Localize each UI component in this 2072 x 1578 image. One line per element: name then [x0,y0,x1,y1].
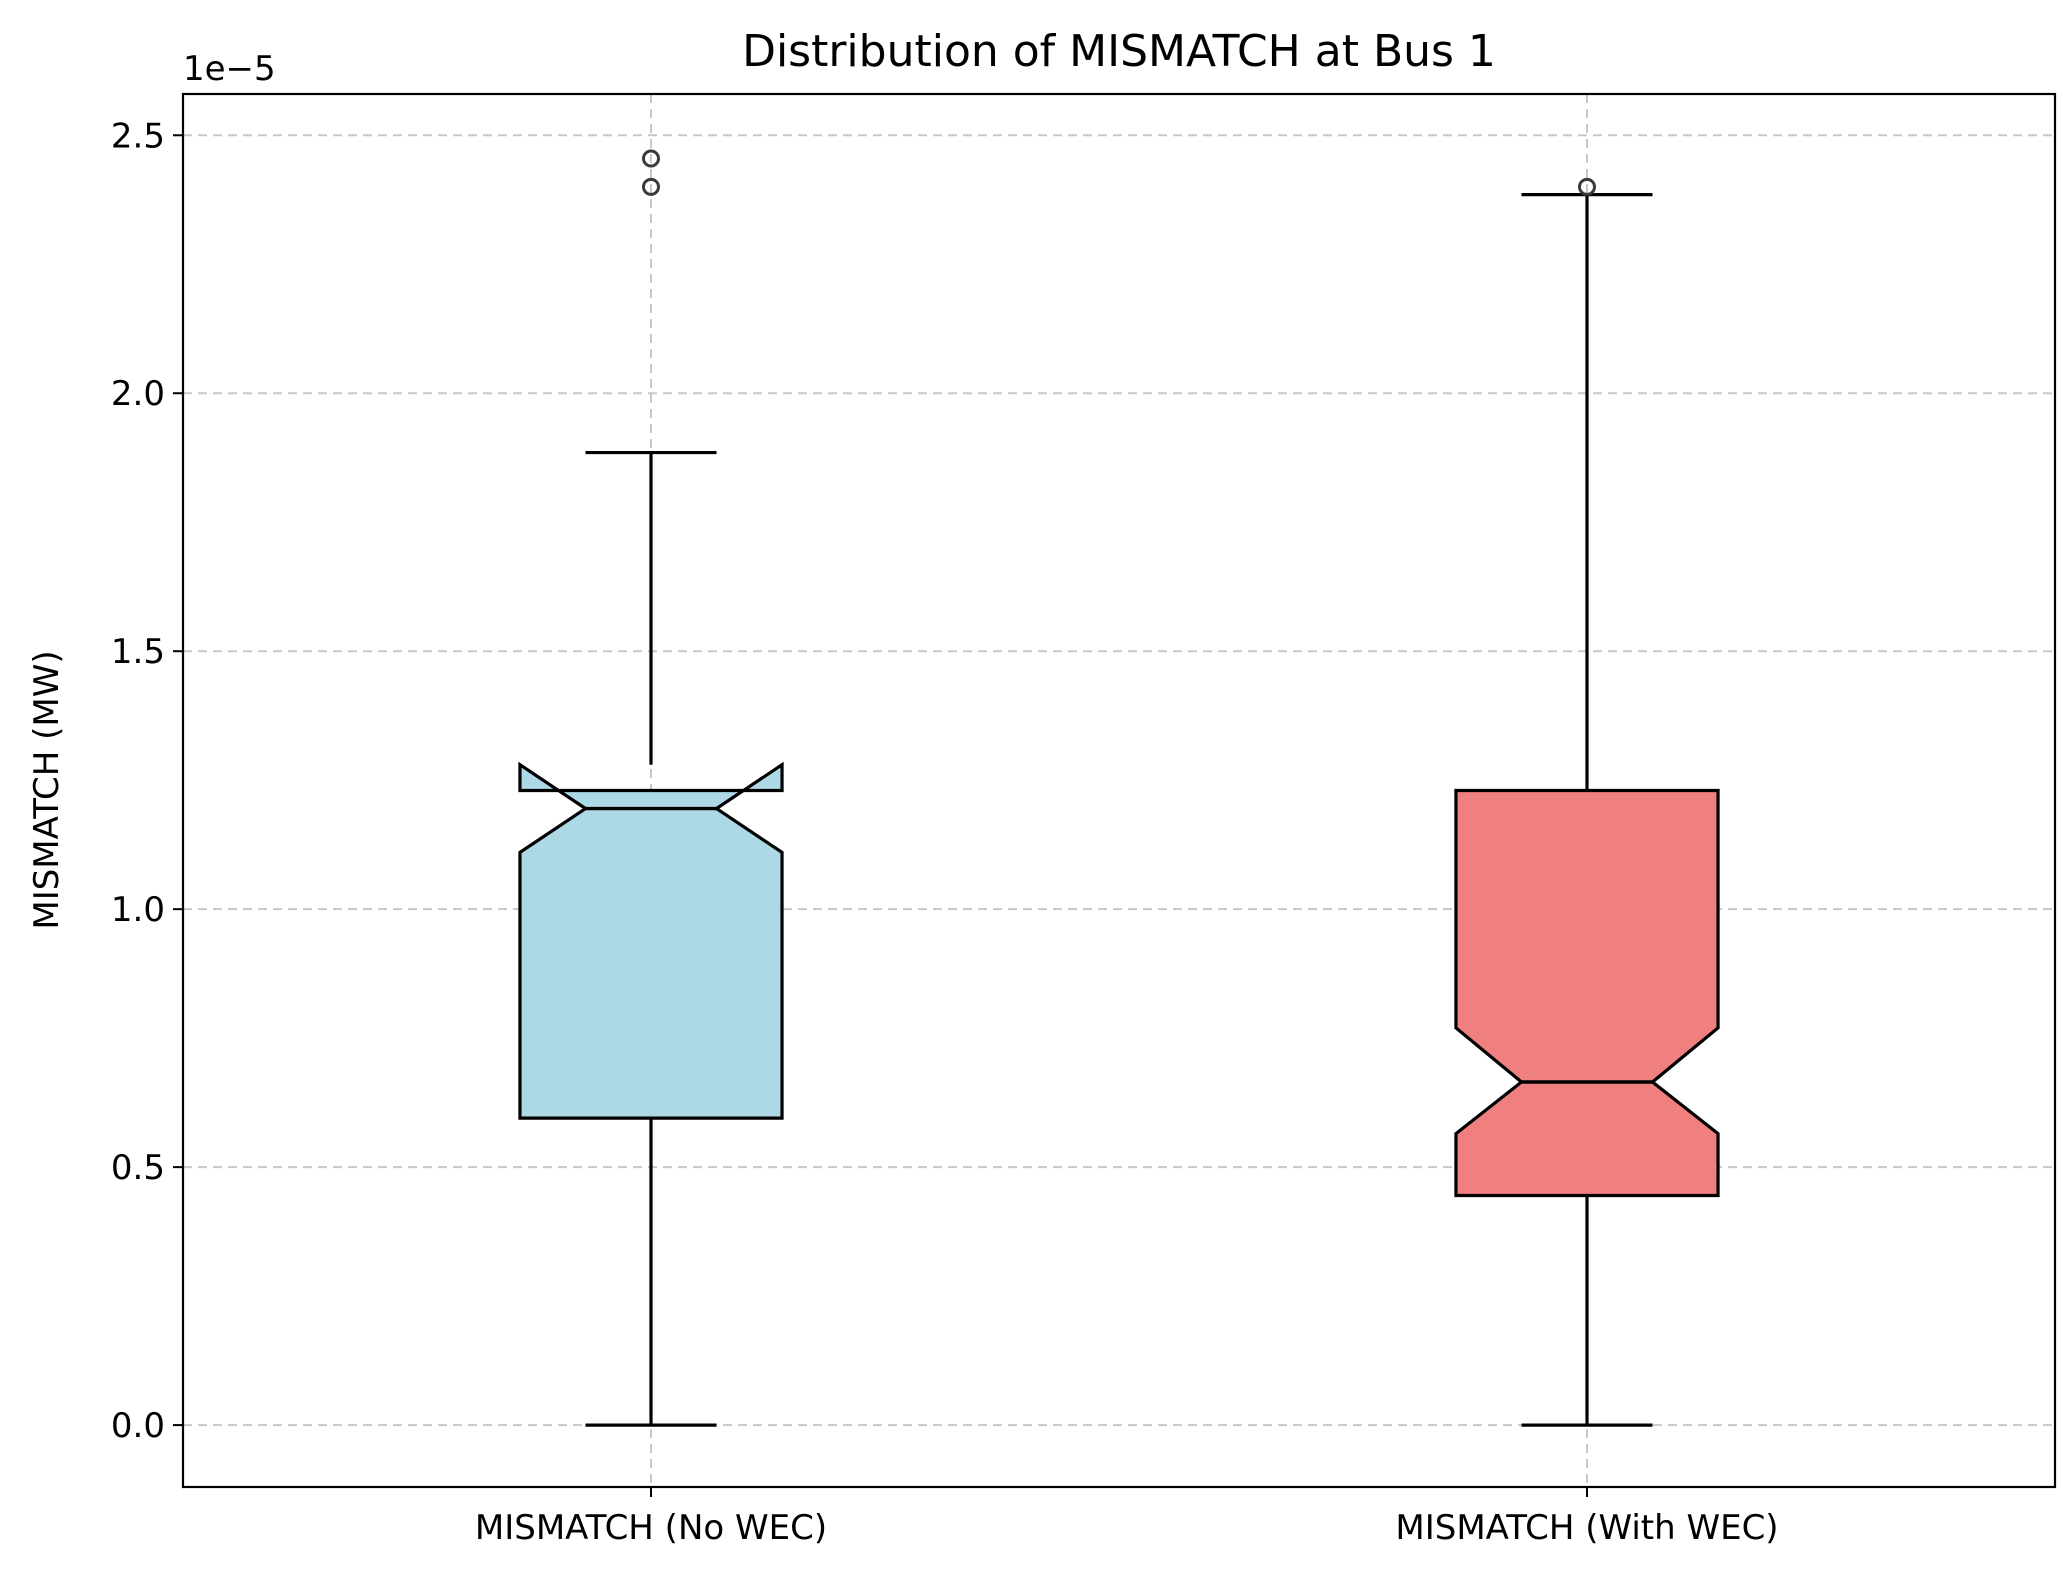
y-tick-label: 1.0 [111,890,165,930]
y-tick-label: 0.0 [111,1406,165,1446]
chart-title: Distribution of MISMATCH at Bus 1 [742,26,1496,77]
box-body [518,761,784,1120]
axis-ticks: 0.0 0.5 1.0 1.5 2.0 2.5 MISMATCH (No WEC) MISMA… [111,116,1779,1548]
y-tick-label: 1.5 [111,632,165,672]
box-2 [1454,177,1720,1427]
y-tick-label: 0.5 [111,1148,165,1188]
x-tick-label: MISMATCH (No WEC) [475,1508,827,1548]
outlier-point [642,149,660,168]
y-axis-label: MISMATCH (MW) [27,650,67,929]
box-body [1454,788,1720,1198]
y-tick-label: 2.0 [111,374,165,414]
plot-frame [181,92,2057,1489]
box-1 [518,149,784,1427]
outlier-point [1578,177,1596,196]
grid [183,94,2055,1487]
y-offset-text: 1e−5 [183,49,276,89]
outlier-point [642,177,660,196]
x-tick-label: MISMATCH (With WEC) [1395,1508,1778,1548]
y-tick-label: 2.5 [111,116,165,156]
boxes [518,149,1720,1427]
